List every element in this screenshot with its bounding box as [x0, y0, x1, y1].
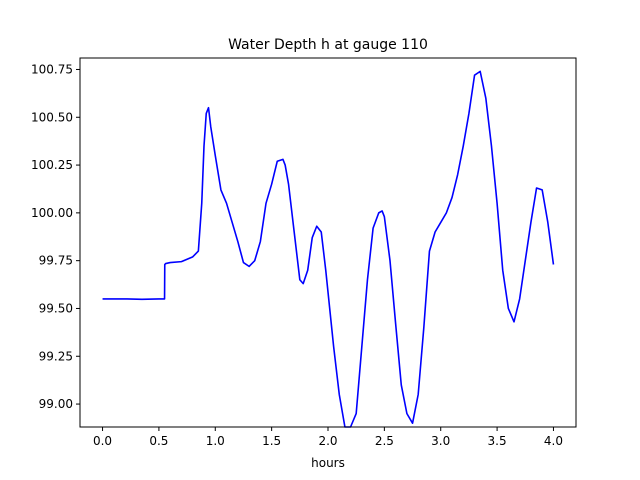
y-tick-label: 100.25 — [31, 158, 73, 172]
x-tick-label: 2.0 — [318, 434, 337, 448]
y-tick-label: 99.25 — [39, 349, 73, 363]
y-tick-label: 99.50 — [39, 301, 73, 315]
x-tick-label: 3.5 — [488, 434, 507, 448]
series-line-0 — [102, 70, 555, 428]
x-tick-label: 1.0 — [206, 434, 225, 448]
plot-area — [102, 70, 555, 428]
x-axis-label: hours — [311, 456, 345, 470]
chart-title: Water Depth h at gauge 110 — [228, 37, 428, 53]
x-axis-ticks: 0.0 0.5 1.0 1.5 2.0 2.5 3.0 3.5 4.0 — [93, 427, 563, 448]
x-tick-label: 2.5 — [375, 434, 394, 448]
y-axis-ticks: 99.00 99.25 99.50 99.75 100.00 100.25 100.50 10… — [31, 62, 80, 411]
y-tick-label: 100.75 — [31, 62, 73, 76]
x-tick-label: 1.5 — [262, 434, 281, 448]
plot-frame — [79, 57, 577, 428]
x-tick-label: 0.0 — [93, 434, 112, 448]
y-tick-label: 100.00 — [31, 206, 73, 220]
y-tick-label: 100.50 — [31, 110, 73, 124]
x-tick-label: 0.5 — [149, 434, 168, 448]
y-tick-label: 99.00 — [39, 397, 73, 411]
x-tick-label: 4.0 — [544, 434, 563, 448]
y-tick-label: 99.75 — [39, 254, 73, 268]
x-tick-label: 3.0 — [431, 434, 450, 448]
